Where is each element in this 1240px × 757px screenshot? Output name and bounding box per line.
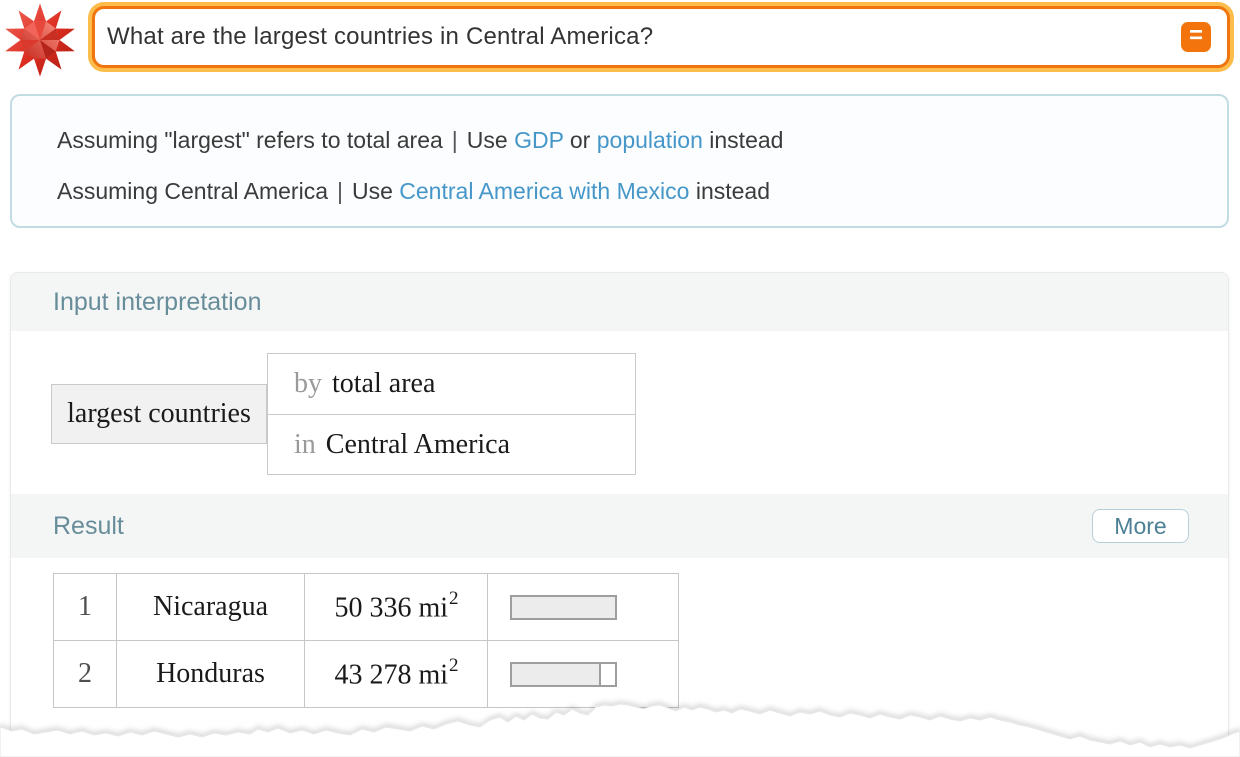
instead-label: instead [709,127,784,153]
rank-cell: 2 [53,640,117,708]
area-bar-fill [512,596,615,618]
area-bar [510,661,617,687]
qualifier-in-central-america: in Central America [268,414,635,474]
query-text[interactable]: What are the largest countries in Centra… [107,23,654,50]
assumption-line-metric: Assuming "largest" refers to total area |… [57,126,1227,154]
rank-cell: 1 [53,573,117,641]
qualifier-value: total area [332,368,436,399]
input-interpretation-subject: largest countries [51,384,267,444]
assumption-text: Assuming Central America [57,178,328,204]
area-bar [510,594,617,620]
pod-body-input-interpretation: largest countries by total area in Centr… [11,331,1228,494]
area-bar-fill [512,663,601,685]
query-input-bar[interactable]: What are the largest countries in Centra… [92,6,1230,68]
equals-icon: = [1188,22,1203,49]
use-label: Use [351,178,393,204]
pipe-separator: | [337,178,343,204]
area-cell: 50 336 mi2 [304,573,488,641]
qualifier-key: in [294,428,316,460]
assumption-link-population[interactable]: population [596,127,703,153]
assumptions-panel: Assuming "largest" refers to total area |… [10,94,1229,228]
result-table: 1 Nicaragua 50 336 mi2 2 Honduras 43 278… [53,573,679,708]
qualifier-key: by [294,368,322,399]
results-card: Input interpretation largest countries b… [10,272,1229,757]
compute-button[interactable]: = [1181,22,1211,52]
use-label: Use [466,127,508,153]
assumption-text: Assuming "largest" refers to total area [57,127,443,153]
pod-body-result: 1 Nicaragua 50 336 mi2 2 Honduras 43 278… [11,558,1228,757]
assumption-line-region: Assuming Central America | Use Central Ame… [57,177,1227,205]
country-cell: Honduras [116,640,305,708]
more-button[interactable]: More [1092,509,1189,543]
pod-title: Result [53,511,124,540]
pod-header-result: Result More [11,494,1228,558]
table-row: 1 Nicaragua 50 336 mi2 [53,573,679,641]
subject-text: largest countries [67,398,251,429]
bar-cell [487,640,679,708]
qualifier-value: Central America [325,428,511,460]
pod-title: Input interpretation [53,287,262,316]
wolfram-alpha-spikey-logo[interactable] [1,1,79,79]
area-cell: 43 278 mi2 [304,640,488,708]
pipe-separator: | [451,127,458,153]
spikey-icon [5,3,75,77]
bar-cell [487,573,679,641]
pod-header-input-interpretation: Input interpretation [11,273,1228,331]
or-label: or [569,127,591,153]
country-cell: Nicaragua [116,573,305,641]
table-row: 2 Honduras 43 278 mi2 [53,640,679,708]
instead-label: instead [695,178,770,204]
assumption-link-gdp[interactable]: GDP [514,127,564,153]
qualifier-grid: by total area in Central America [267,353,636,475]
assumption-link-central-america-with-mexico[interactable]: Central America with Mexico [399,178,690,204]
qualifier-by-total-area: by total area [268,354,635,414]
